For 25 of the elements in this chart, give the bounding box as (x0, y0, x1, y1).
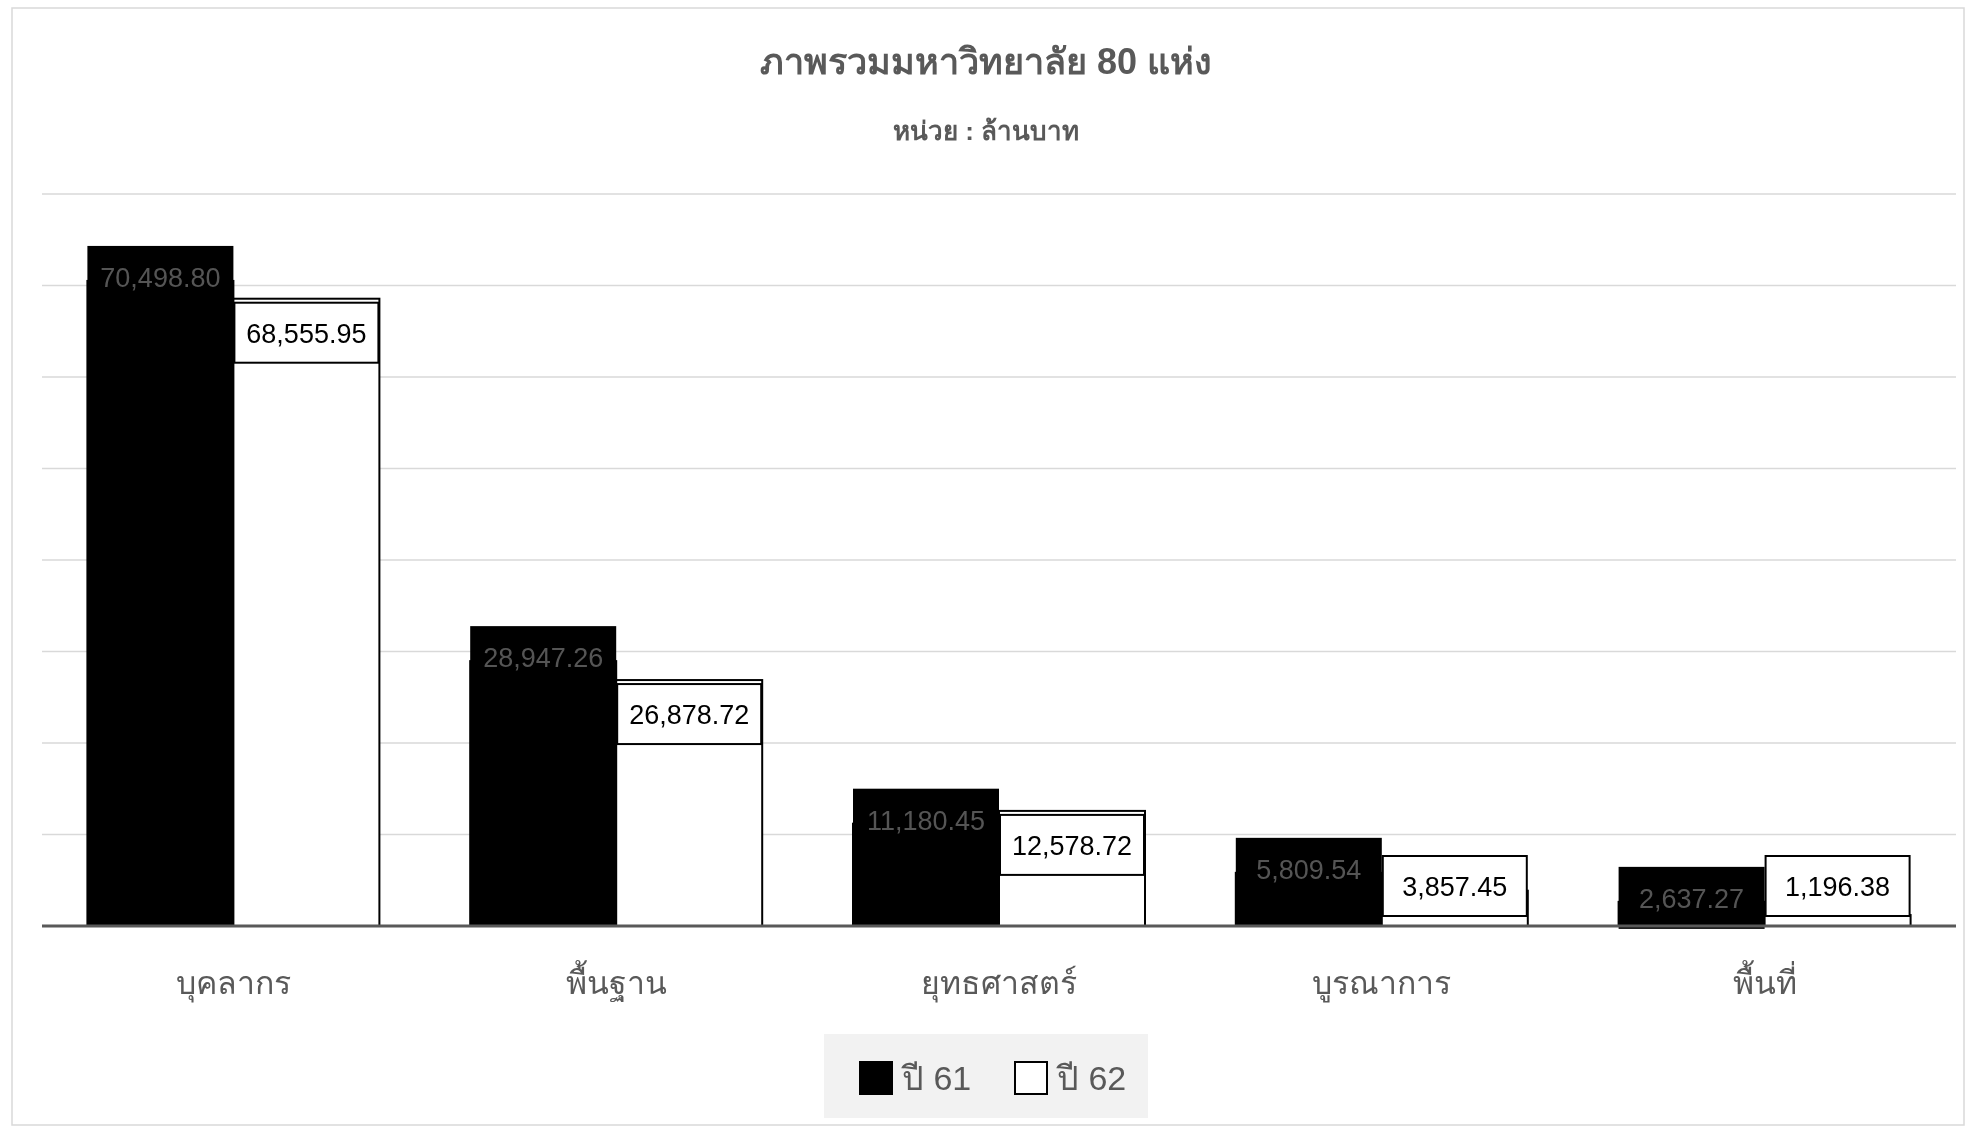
chart-title: ภาพรวมมหาวิทยาลัย 80 แห่ง (759, 41, 1213, 82)
data-label: 26,878.72 (629, 700, 750, 731)
data-label: 70,498.80 (100, 262, 221, 293)
x-tick-label: พื้นฐาน (565, 960, 667, 1003)
data-label: 28,947.26 (483, 643, 604, 674)
x-tick-label: พื้นที่ (1732, 960, 1797, 1001)
x-tick-label: บุคลากร (175, 965, 291, 1003)
data-label: 1,196.38 (1785, 872, 1891, 902)
x-tick-label: ยุทธศาสตร์ (921, 965, 1077, 1003)
label: 26,878.72 (616, 683, 763, 746)
legend-label: ปี 61 (901, 1059, 972, 1097)
x-tick-label: บูรณาการ (1312, 965, 1452, 1003)
label: 1,196.38 (1764, 855, 1911, 917)
data-label: 12,578.72 (1011, 830, 1133, 861)
chart-subtitle: หน่วย : ล้านบาท (892, 116, 1080, 146)
label: 3,857.45 (1381, 855, 1528, 917)
label: 2,637.27 (1618, 866, 1765, 929)
data-label: 5,809.54 (1256, 854, 1362, 885)
data-label: 2,637.27 (1639, 883, 1745, 914)
data-label: 11,180.45 (866, 805, 986, 836)
data-label: 3,857.45 (1402, 872, 1508, 902)
legend-label: ปี 62 (1056, 1059, 1127, 1097)
data-label: 68,555.95 (246, 318, 367, 349)
label: 68,555.95 (233, 301, 380, 364)
label: 12,578.72 (999, 813, 1145, 876)
